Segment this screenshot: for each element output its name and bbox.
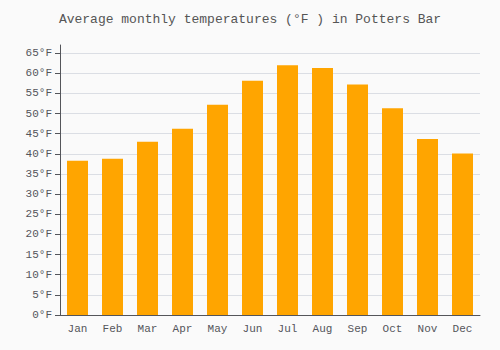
svg-text:Oct: Oct xyxy=(383,323,403,335)
svg-text:Jan: Jan xyxy=(68,323,88,335)
svg-text:20°F: 20°F xyxy=(26,228,52,240)
svg-text:10°F: 10°F xyxy=(26,269,52,281)
svg-text:25°F: 25°F xyxy=(26,208,52,220)
svg-text:Jul: Jul xyxy=(278,323,298,335)
svg-text:65°F: 65°F xyxy=(26,47,52,59)
svg-text:Apr: Apr xyxy=(173,323,193,335)
svg-text:Nov: Nov xyxy=(418,323,438,335)
svg-text:May: May xyxy=(208,323,228,335)
svg-text:Jun: Jun xyxy=(243,323,263,335)
svg-text:50°F: 50°F xyxy=(26,108,52,120)
svg-text:Average monthly temperatures (: Average monthly temperatures (°F ) in Po… xyxy=(59,12,441,27)
svg-text:55°F: 55°F xyxy=(26,87,52,99)
svg-text:15°F: 15°F xyxy=(26,249,52,261)
svg-text:0°F: 0°F xyxy=(32,309,52,321)
svg-text:Mar: Mar xyxy=(138,323,158,335)
svg-text:Dec: Dec xyxy=(453,323,473,335)
svg-text:45°F: 45°F xyxy=(26,128,52,140)
svg-text:Sep: Sep xyxy=(348,323,368,335)
svg-text:60°F: 60°F xyxy=(26,67,52,79)
svg-text:5°F: 5°F xyxy=(32,289,52,301)
svg-text:Feb: Feb xyxy=(103,323,123,335)
svg-text:Aug: Aug xyxy=(313,323,333,335)
svg-text:35°F: 35°F xyxy=(26,168,52,180)
svg-text:40°F: 40°F xyxy=(26,148,52,160)
svg-text:30°F: 30°F xyxy=(26,188,52,200)
